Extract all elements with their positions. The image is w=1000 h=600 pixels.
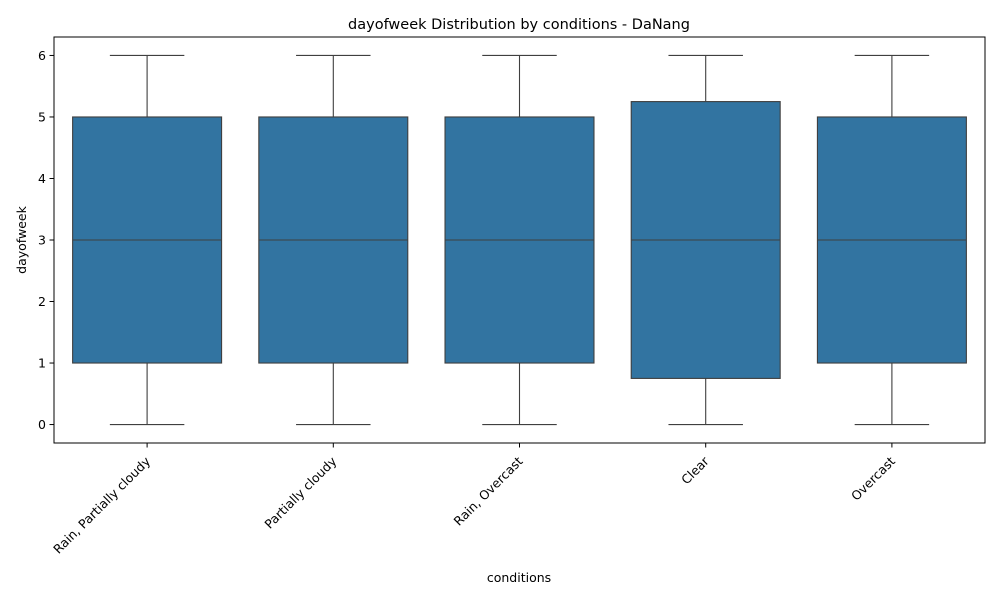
box-group-0 [72,54,223,426]
y-tick-label-5: 5 [38,109,46,124]
plot-area [72,54,967,426]
y-tick-label-3: 3 [38,233,46,248]
box-group-1 [258,54,409,426]
y-axis-label: dayofweek [14,205,29,273]
box-group-4 [816,54,967,426]
x-tick-label-0: Rain, Partially cloudy [50,453,154,557]
y-tick-label-1: 1 [38,356,46,371]
box-group-2 [444,54,595,426]
y-tick-label-4: 4 [38,171,46,186]
y-tick-label-6: 6 [38,48,46,63]
y-tick-label-0: 0 [38,417,46,432]
x-tick-label-2: Rain, Overcast [451,453,526,528]
y-tick-label-2: 2 [38,294,46,309]
x-axis-label: conditions [487,570,551,585]
x-tick-label-3: Clear [678,453,712,487]
x-tick-label-1: Partially cloudy [261,453,339,531]
chart-title: dayofweek Distribution by conditions - D… [348,17,690,33]
box-group-3 [630,54,781,426]
x-tick-label-4: Overcast [848,453,898,503]
